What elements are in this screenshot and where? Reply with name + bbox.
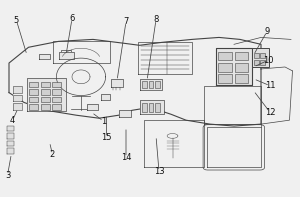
Text: 10: 10 [263,56,274,65]
Bar [41,82,50,87]
Text: 12: 12 [265,108,275,117]
Polygon shape [140,100,164,114]
Polygon shape [118,110,130,117]
Polygon shape [7,133,14,139]
Bar [29,89,38,95]
Polygon shape [7,148,14,154]
Bar [218,74,232,83]
Bar [254,60,259,65]
Text: 15: 15 [101,133,112,142]
Bar [52,89,61,95]
Polygon shape [7,141,14,146]
Bar [235,63,248,72]
Bar [155,81,160,88]
Text: 8: 8 [153,15,159,24]
Bar [155,103,160,112]
Polygon shape [27,78,66,111]
Text: 3: 3 [5,171,10,180]
Polygon shape [7,126,14,131]
Bar [254,53,259,58]
Text: 11: 11 [265,81,275,90]
Polygon shape [13,95,22,101]
Bar [52,97,61,102]
Text: 6: 6 [69,14,75,23]
Bar [218,52,232,60]
Bar [235,52,248,60]
Bar [29,104,38,110]
Text: 4: 4 [10,116,15,125]
FancyBboxPatch shape [252,48,268,67]
Bar [41,104,50,110]
Text: 5: 5 [14,16,19,25]
Bar [142,81,147,88]
Bar [29,97,38,102]
Text: 14: 14 [121,153,131,162]
Polygon shape [39,54,50,59]
Bar [148,103,153,112]
Polygon shape [100,94,110,100]
Polygon shape [87,104,98,110]
Bar [52,104,61,110]
Bar [52,82,61,87]
Bar [41,89,50,95]
Polygon shape [140,79,162,90]
Polygon shape [13,86,22,93]
Text: 2: 2 [50,150,55,159]
Text: 9: 9 [264,27,270,36]
Bar [260,60,265,65]
Bar [260,53,265,58]
Bar [148,81,153,88]
Bar [218,63,232,72]
Polygon shape [111,79,123,87]
Polygon shape [13,103,22,110]
Text: 13: 13 [154,167,164,176]
Bar [235,74,248,83]
Polygon shape [58,52,74,59]
Bar [41,97,50,102]
Bar [29,82,38,87]
Bar [142,103,147,112]
Polygon shape [216,48,252,85]
Text: 1: 1 [101,117,106,126]
Text: 7: 7 [123,17,129,26]
